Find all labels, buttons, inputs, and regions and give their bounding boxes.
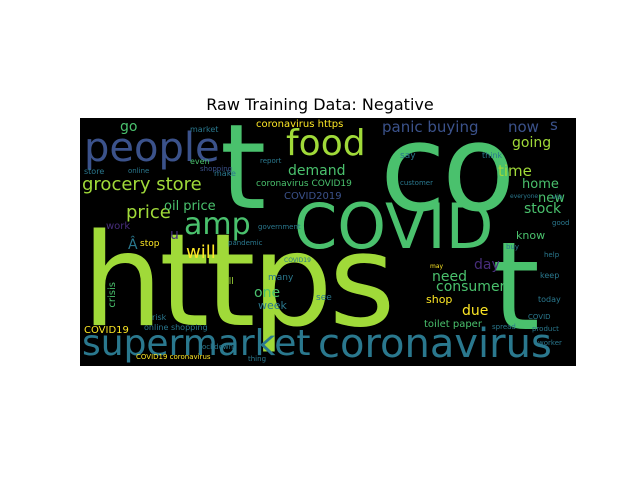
word-know: know: [516, 229, 546, 242]
word-shopping: shopping: [200, 165, 233, 173]
word-stock: stock: [524, 201, 562, 217]
word-crisis: crisis: [107, 282, 118, 308]
word-shop: shop: [426, 293, 453, 306]
word-stop: stop: [140, 239, 160, 249]
word-u: u: [170, 227, 179, 243]
word-now: now: [508, 118, 539, 136]
word-covid: COVID: [294, 190, 494, 263]
word-covid19-b: COVID19: [284, 257, 311, 264]
word-t-top: t: [220, 118, 267, 236]
word-s: s: [550, 118, 558, 134]
word-cloud: https t co t COVID coronavirus supermark…: [80, 118, 576, 366]
word-price: price: [126, 202, 171, 223]
word-customer: customer: [400, 179, 433, 187]
word-covid-small: COVID: [528, 313, 551, 321]
word-t-right: t: [492, 216, 540, 358]
word-demand: demand: [288, 163, 346, 179]
word-keep: keep: [540, 271, 560, 280]
word-consumer: consumer: [436, 279, 506, 295]
word-buy: buy: [506, 243, 520, 251]
word-market: market: [190, 125, 219, 134]
word-via: via: [552, 193, 563, 201]
word-spread: spread: [492, 323, 516, 331]
word-today: today: [538, 295, 561, 304]
word-amp: amp: [184, 207, 251, 242]
word-coronavirus-covid19: coronavirus COVID19: [256, 179, 352, 189]
chart-title: Raw Training Data: Negative: [206, 95, 434, 114]
word-supermarket: supermarket: [82, 323, 311, 364]
word-lockdown: lockdown: [200, 343, 234, 351]
word-good: good: [552, 219, 570, 227]
word-report: report: [260, 157, 282, 165]
word-help: help: [544, 251, 560, 259]
word-co: co: [380, 118, 515, 239]
word-may: may: [430, 263, 444, 270]
word-many: many: [268, 273, 294, 283]
word-covid19-coronavirus: COVID19 coronavirus: [136, 353, 211, 361]
word-see: see: [316, 293, 332, 303]
word-store: store: [84, 167, 105, 176]
word-say: say: [400, 151, 416, 161]
word-pandemic: pandemic: [228, 239, 263, 247]
word-one: one: [254, 285, 281, 301]
word-day: day: [474, 257, 500, 273]
word-still: still: [218, 277, 234, 287]
word-make: make: [214, 169, 236, 178]
word-oil-price: oil price: [164, 199, 216, 214]
word-going: going: [512, 135, 552, 151]
word-time: time: [498, 162, 532, 180]
word-even: even: [190, 157, 210, 166]
word-risk: risk: [152, 313, 167, 322]
word-food: food: [286, 123, 366, 164]
word-https: https: [82, 207, 395, 356]
word-coronavirus-https: coronavirus https: [256, 119, 344, 130]
word-covid2019: COVID2019: [284, 191, 342, 202]
word-new: new: [538, 191, 565, 206]
word-toilet-paper: toilet paper: [424, 319, 482, 330]
word-people: people: [84, 125, 220, 171]
word-week: week: [258, 299, 287, 312]
word-worker: worker: [538, 339, 562, 347]
word-everyone: everyone: [510, 193, 539, 200]
word-work: work: [106, 221, 131, 232]
word-grocery-store: grocery store: [82, 174, 202, 195]
word-covid19-a: COVID19: [84, 325, 129, 336]
word-panic-buying: panic buying: [382, 118, 479, 136]
word-government: government: [258, 223, 301, 231]
word-need: need: [432, 269, 467, 285]
word-think: think: [482, 151, 503, 160]
word-a-hat: Â: [128, 237, 138, 253]
word-home: home: [522, 177, 559, 192]
word-go: go: [120, 119, 138, 135]
word-thing: thing: [248, 355, 267, 363]
word-product: product: [532, 325, 559, 333]
word-will: will: [186, 242, 216, 263]
word-due: due: [462, 303, 489, 319]
word-online-shopping: online shopping: [144, 323, 208, 332]
word-coronavirus: coronavirus: [318, 321, 552, 366]
word-online: online: [128, 167, 150, 175]
